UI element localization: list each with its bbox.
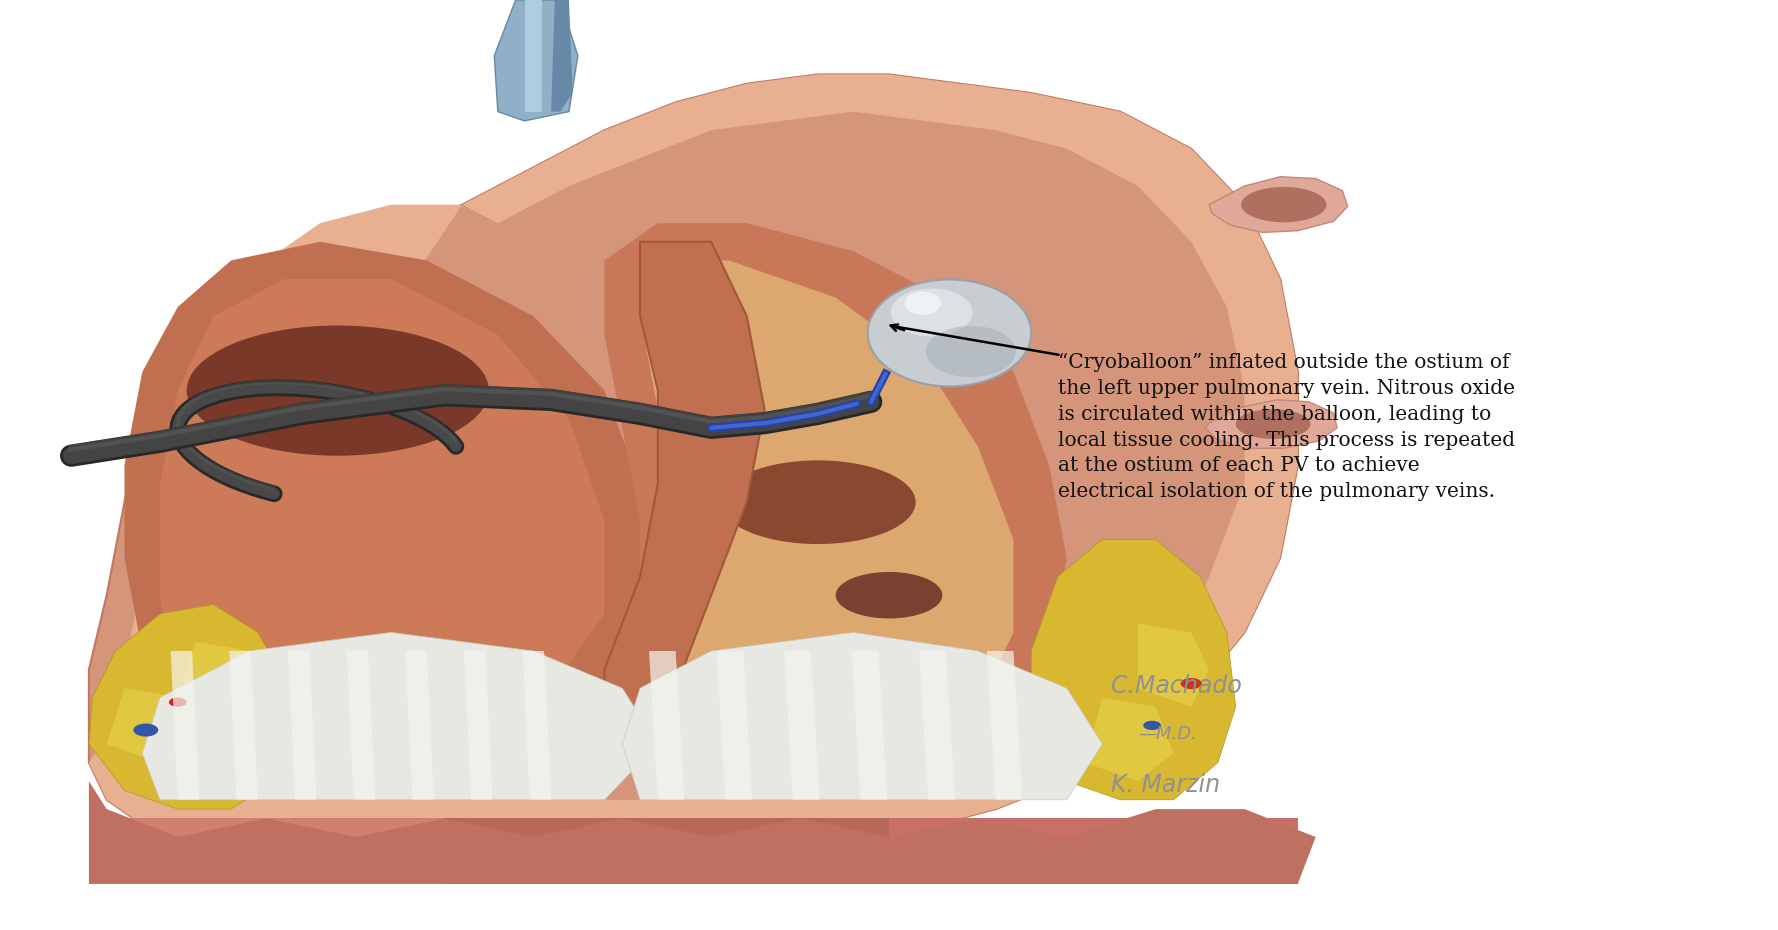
Polygon shape <box>160 279 605 763</box>
Polygon shape <box>89 781 1316 883</box>
Polygon shape <box>551 0 573 112</box>
Polygon shape <box>494 0 578 121</box>
Polygon shape <box>889 818 1298 883</box>
Polygon shape <box>89 604 293 809</box>
Ellipse shape <box>720 460 916 544</box>
Polygon shape <box>89 818 444 883</box>
Polygon shape <box>464 651 493 800</box>
Circle shape <box>1181 678 1202 689</box>
Circle shape <box>1143 721 1161 730</box>
Ellipse shape <box>868 280 1031 387</box>
Polygon shape <box>605 242 765 744</box>
Polygon shape <box>107 688 196 763</box>
Polygon shape <box>405 651 434 800</box>
Ellipse shape <box>905 291 941 315</box>
Polygon shape <box>784 651 820 800</box>
Circle shape <box>133 724 158 737</box>
Polygon shape <box>1205 400 1337 448</box>
Polygon shape <box>525 0 542 112</box>
Polygon shape <box>229 651 258 800</box>
Polygon shape <box>523 651 551 800</box>
Polygon shape <box>640 260 1013 763</box>
Polygon shape <box>347 651 375 800</box>
Ellipse shape <box>836 572 942 618</box>
Text: “Cryoballoon” inflated outside the ostium of
the left upper pulmonary vein. Nitr: “Cryoballoon” inflated outside the ostiu… <box>1058 353 1515 501</box>
Ellipse shape <box>187 326 489 456</box>
Polygon shape <box>178 642 267 725</box>
Polygon shape <box>288 651 316 800</box>
Circle shape <box>169 698 187 707</box>
Ellipse shape <box>1236 409 1310 439</box>
Polygon shape <box>919 651 955 800</box>
Ellipse shape <box>891 288 973 337</box>
Polygon shape <box>124 242 658 790</box>
Polygon shape <box>142 632 658 800</box>
Polygon shape <box>171 651 199 800</box>
Text: C.Machado: C.Machado <box>1111 674 1243 698</box>
Text: K. Marzin: K. Marzin <box>1111 774 1220 797</box>
Polygon shape <box>89 74 1298 846</box>
Polygon shape <box>852 651 887 800</box>
Polygon shape <box>89 74 1298 846</box>
Polygon shape <box>1031 539 1236 800</box>
Text: —M.D.: —M.D. <box>1138 725 1197 743</box>
Polygon shape <box>622 632 1102 800</box>
Polygon shape <box>1138 623 1209 707</box>
Polygon shape <box>605 223 1067 781</box>
Polygon shape <box>987 651 1022 800</box>
Ellipse shape <box>926 326 1015 378</box>
Polygon shape <box>649 651 685 800</box>
Polygon shape <box>717 651 752 800</box>
Ellipse shape <box>1241 187 1326 222</box>
Polygon shape <box>1209 177 1348 232</box>
Polygon shape <box>1085 698 1173 781</box>
Polygon shape <box>444 818 889 883</box>
